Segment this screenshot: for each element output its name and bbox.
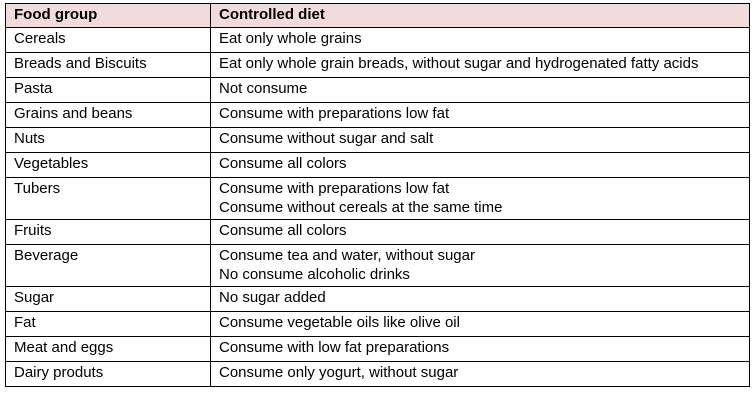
diet-line: Eat only whole grains [219,30,362,47]
diet-line: Eat only whole grain breads, without sug… [219,55,699,72]
table-row: Tubers Consume with preparations low fat C… [5,177,750,220]
table-row: Pasta Not consume [5,77,750,103]
table-row: Beverage Consume tea and water, without s… [5,244,750,287]
header-cell: Food group [5,3,211,28]
food-group-cell: Cereals [5,27,211,53]
table-body: Cereals Eat only whole grains Breads and B… [5,27,750,387]
food-group-cell: Beverage [5,244,211,287]
diet-line: Consume with preparations low fat [219,180,450,197]
diet-cell: Consume vegetable oils like olive oil [210,311,750,337]
diet-cell: Consume tea and water, without sugar No c… [210,244,750,287]
header-cell: Controlled diet [210,3,750,28]
table-row: Sugar No sugar added [5,286,750,312]
diet-line: No sugar added [219,289,326,306]
diet-cell: Consume with preparations low fat Consume… [210,177,750,220]
food-group-cell: Meat and eggs [5,336,211,362]
food-group-cell: Dairy produts [5,361,211,387]
diet-line: Consume without sugar and salt [219,130,434,147]
food-group-cell: Pasta [5,77,211,103]
table-row: Fat Consume vegetable oils like olive oil [5,311,750,337]
diet-cell: Consume only yogurt, without sugar [210,361,750,387]
food-group-cell: Vegetables [5,152,211,178]
diet-cell: Consume all colors [210,219,750,245]
table-row: Nuts Consume without sugar and salt [5,127,750,153]
food-group-cell: Tubers [5,177,211,220]
diet-line: Consume all colors [219,222,347,239]
diet-line: Not consume [219,80,308,97]
food-group-cell: Grains and beans [5,102,211,128]
diet-line: Consume with preparations low fat [219,105,450,122]
food-group-cell: Nuts [5,127,211,153]
diet-line: Consume only yogurt, without sugar [219,364,459,381]
table-row: Breads and Biscuits Eat only whole grain … [5,52,750,78]
table-row: Vegetables Consume all colors [5,152,750,178]
table-row: Grains and beans Consume with preparation… [5,102,750,128]
diet-line: Consume tea and water, without sugar [219,247,475,264]
diet-cell: Consume with preparations low fat [210,102,750,128]
table-row: Meat and eggs Consume with low fat prepar… [5,336,750,362]
diet-cell: Not consume [210,77,750,103]
diet-cell: Eat only whole grain breads, without sug… [210,52,750,78]
header-row: Food group Controlled diet [5,3,750,28]
diet-line: Consume with low fat preparations [219,339,450,356]
table-row: Cereals Eat only whole grains [5,27,750,53]
diet-line: No consume alcoholic drinks [219,266,410,283]
diet-cell: No sugar added [210,286,750,312]
diet-cell: Consume all colors [210,152,750,178]
diet-cell: Consume with low fat preparations [210,336,750,362]
diet-line: Consume without cereals at the same time [219,199,503,216]
food-group-cell: Breads and Biscuits [5,52,211,78]
diet-table: Food group Controlled diet Cereals Eat on… [5,3,750,387]
food-group-cell: Fat [5,311,211,337]
table-row: Dairy produts Consume only yogurt, withou… [5,361,750,387]
diet-line: Consume all colors [219,155,347,172]
diet-line: Consume vegetable oils like olive oil [219,314,460,331]
table-row: Fruits Consume all colors [5,219,750,245]
food-group-cell: Sugar [5,286,211,312]
diet-cell: Eat only whole grains [210,27,750,53]
food-group-cell: Fruits [5,219,211,245]
diet-cell: Consume without sugar and salt [210,127,750,153]
